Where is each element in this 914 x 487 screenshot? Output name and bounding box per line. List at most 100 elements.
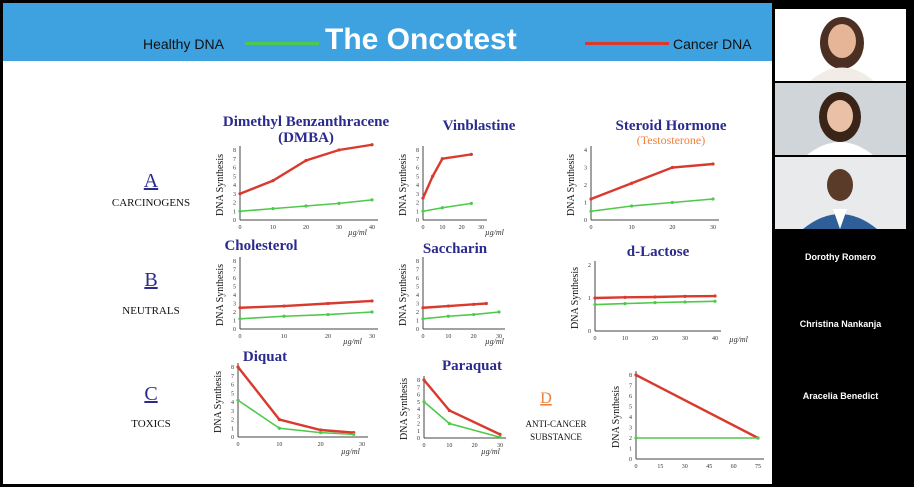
y-tick-label: 4 (416, 183, 419, 189)
y-tick-label: 0 (588, 329, 591, 335)
series-line-red (590, 162, 714, 201)
data-point-red (421, 196, 425, 200)
x-tick-label: 10 (445, 334, 451, 340)
data-point-red (447, 408, 451, 413)
x-tick-label: 30 (710, 225, 716, 231)
chart-title: Paraquat (442, 358, 502, 374)
x-tick-label: 10 (281, 334, 287, 340)
y-axis-label: DNA Synthesis (566, 154, 577, 216)
data-point-red (422, 378, 426, 382)
y-axis-label: DNA Synthesis (215, 264, 226, 326)
y-tick-label: 7 (416, 268, 419, 274)
chart-title: Saccharin (423, 241, 488, 257)
data-point-red (623, 295, 627, 299)
data-point-green (282, 314, 286, 318)
y-tick-label: 5 (417, 400, 420, 406)
x-tick-label: 30 (496, 334, 502, 340)
chart-title: Steroid Hormone (616, 118, 727, 134)
x-tick-label: 20 (652, 336, 658, 342)
x-tick-label: 30 (359, 442, 365, 448)
x-tick-label: 20 (318, 442, 324, 448)
y-axis-label: DNA Synthesis (570, 267, 581, 329)
y-tick-label: 4 (416, 293, 419, 299)
x-unit-label: µg/ml (481, 447, 501, 456)
x-tick-label: 0 (239, 225, 242, 231)
data-point-red (446, 304, 450, 308)
y-tick-label: 5 (416, 285, 419, 291)
x-tick-label: 60 (731, 464, 737, 470)
chart-title: Dimethyl Benzanthracene (223, 114, 390, 130)
y-tick-label: 7 (416, 157, 419, 163)
y-tick-label: 5 (231, 391, 234, 397)
data-point-green (271, 207, 275, 211)
series-line-green (422, 311, 500, 320)
y-tick-label: 4 (233, 293, 236, 299)
data-point-red (236, 365, 240, 369)
data-point-green (469, 201, 473, 205)
participant-photo (803, 169, 877, 229)
data-point-red (589, 197, 593, 201)
video-tile-aracelia[interactable] (775, 157, 906, 229)
video-tile-dorothy[interactable] (775, 9, 906, 81)
legend-cancer-line (585, 42, 669, 45)
data-point-red (271, 179, 275, 183)
x-tick-label: 20 (669, 225, 675, 231)
y-tick-label: 1 (233, 319, 236, 325)
x-tick-label: 20 (471, 334, 477, 340)
data-point-green (337, 201, 341, 205)
data-point-red (370, 299, 374, 303)
data-point-green (421, 209, 425, 213)
y-tick-label: 6 (231, 383, 234, 389)
y-tick-label: 1 (416, 209, 419, 215)
data-point-green (498, 435, 502, 439)
row-letter-d: D (540, 390, 552, 407)
y-tick-label: 4 (584, 148, 587, 154)
participant-name: Aracelia Benedict (802, 391, 879, 401)
data-point-green (623, 302, 627, 306)
row-letter: B (144, 269, 157, 291)
row-label: NEUTRALS (122, 305, 179, 317)
y-tick-label: 6 (417, 393, 420, 399)
y-tick-label: 8 (416, 148, 419, 154)
x-unit-label: µg/ml (341, 447, 361, 456)
x-tick-label: 0 (594, 336, 597, 342)
data-point-green (711, 197, 715, 201)
data-point-green (446, 314, 450, 318)
data-point-red (498, 432, 502, 436)
x-tick-label: 20 (325, 334, 331, 340)
x-tick-label: 10 (622, 336, 628, 342)
x-tick-label: 40 (712, 336, 718, 342)
y-tick-label: 1 (629, 447, 632, 453)
data-point-red (319, 428, 323, 432)
data-point-red (683, 294, 687, 298)
data-point-green (326, 312, 330, 317)
y-tick-label: 1 (584, 201, 587, 207)
y-tick-label: 6 (629, 394, 632, 400)
y-tick-label: 3 (416, 192, 419, 198)
data-point-red (630, 181, 634, 185)
data-point-red (713, 294, 717, 298)
series-line-red (421, 153, 472, 199)
x-tick-label: 75 (755, 464, 761, 470)
data-point-red (370, 143, 374, 147)
chart-title: Cholesterol (224, 238, 297, 254)
y-tick-label: 2 (233, 310, 236, 316)
row-label: CARCINOGENS (112, 197, 190, 209)
y-tick-label: 5 (629, 405, 632, 411)
x-tick-label: 30 (369, 334, 375, 340)
data-point-green (421, 317, 425, 321)
video-tile-christina[interactable] (775, 83, 906, 155)
series-line-green (237, 399, 354, 436)
y-tick-label: 3 (629, 426, 632, 432)
x-tick-label: 10 (629, 225, 635, 231)
y-tick-label: 2 (584, 183, 587, 189)
chart-subtitle: (Testosterone) (637, 133, 705, 147)
y-tick-label: 3 (417, 414, 420, 420)
y-tick-label: 5 (416, 174, 419, 180)
x-unit-label: µg/ml (729, 335, 749, 344)
anti-cancer-label: SUBSTANCE (530, 432, 582, 442)
y-axis-label: DNA Synthesis (398, 154, 409, 216)
y-tick-label: 4 (417, 407, 420, 413)
y-tick-label: 8 (233, 259, 236, 265)
